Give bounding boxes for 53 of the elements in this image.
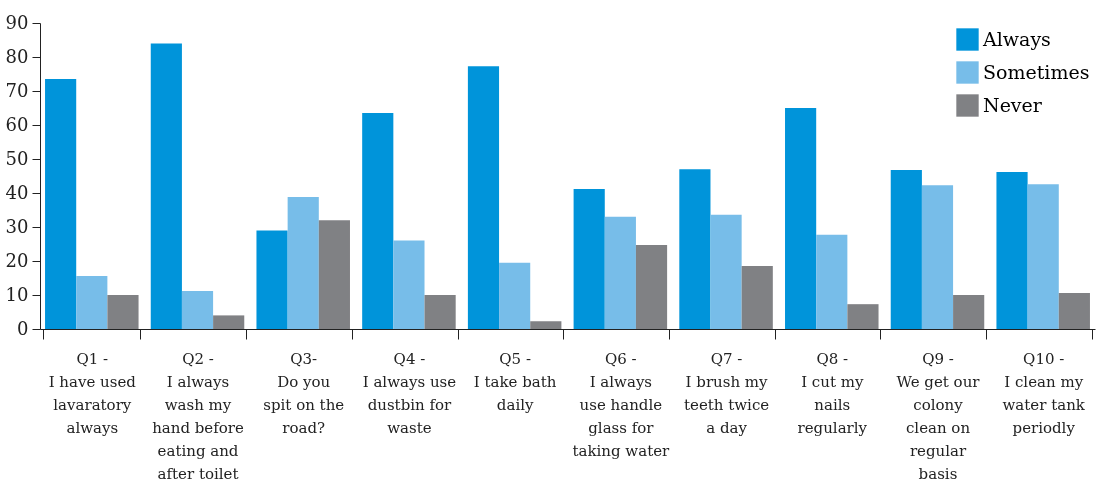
y-tick-label: 10 (5, 283, 29, 305)
bar (1027, 184, 1059, 329)
bar (847, 304, 879, 329)
bar (604, 216, 636, 329)
legend-label: Always (982, 27, 1051, 50)
x-tick-label: Q8 - I cut my nails regularly (797, 349, 868, 437)
bar (499, 262, 531, 329)
bar (890, 169, 922, 329)
bar (921, 185, 954, 329)
bar (318, 220, 350, 329)
x-tick-label: Q6 - I always use handle glass for taking water (572, 349, 671, 460)
y-tick-label: 30 (5, 215, 29, 237)
bar (256, 230, 288, 329)
x-tick-label: Q4 - I always use dustbin for waste (362, 349, 457, 437)
x-tick-label: Q10 - I clean my water tank periodly (1002, 349, 1086, 437)
bar (816, 234, 848, 329)
x-tick-label: Q7 - I brush my teeth twice a day (683, 349, 770, 437)
bar (107, 295, 139, 329)
bar (213, 315, 245, 329)
y-tick-label: 40 (5, 181, 29, 203)
bar (362, 113, 394, 329)
bar (741, 266, 773, 329)
bar (710, 214, 742, 329)
x-tick-label: Q2 - I always wash my hand before eating and after toilet (152, 349, 244, 483)
bar (393, 240, 425, 329)
y-tick-label: 20 (5, 249, 29, 271)
y-tick-label: 60 (5, 113, 29, 135)
y-tick-label: 0 (17, 317, 29, 339)
y-tick-label: 50 (5, 147, 29, 169)
bar (150, 43, 182, 329)
bar (953, 295, 985, 329)
x-tick-label: Q1 - I have used lavaratory always (48, 349, 137, 437)
bar (45, 79, 77, 329)
y-tick-label: 70 (5, 79, 29, 101)
legend-label: Sometimes (983, 60, 1090, 83)
x-tick-label: Q3- Do you spit on the road? (263, 349, 345, 437)
bar (181, 290, 214, 329)
bar (679, 169, 711, 329)
x-tick-label: Q5 - I take bath daily (473, 349, 557, 414)
legend-label: Never (983, 93, 1043, 116)
bar (424, 295, 456, 329)
bar (996, 171, 1028, 329)
y-tick-label: 80 (5, 45, 29, 67)
bar (635, 245, 668, 329)
bar (1058, 292, 1090, 329)
bar (530, 321, 562, 329)
bar (76, 275, 108, 329)
bar (785, 108, 817, 329)
bar (287, 197, 319, 329)
bar (573, 188, 605, 329)
x-tick-label: Q9 - We get our colony clean on regular basis (896, 349, 981, 483)
bar (467, 66, 500, 329)
y-tick-label: 90 (5, 11, 29, 33)
